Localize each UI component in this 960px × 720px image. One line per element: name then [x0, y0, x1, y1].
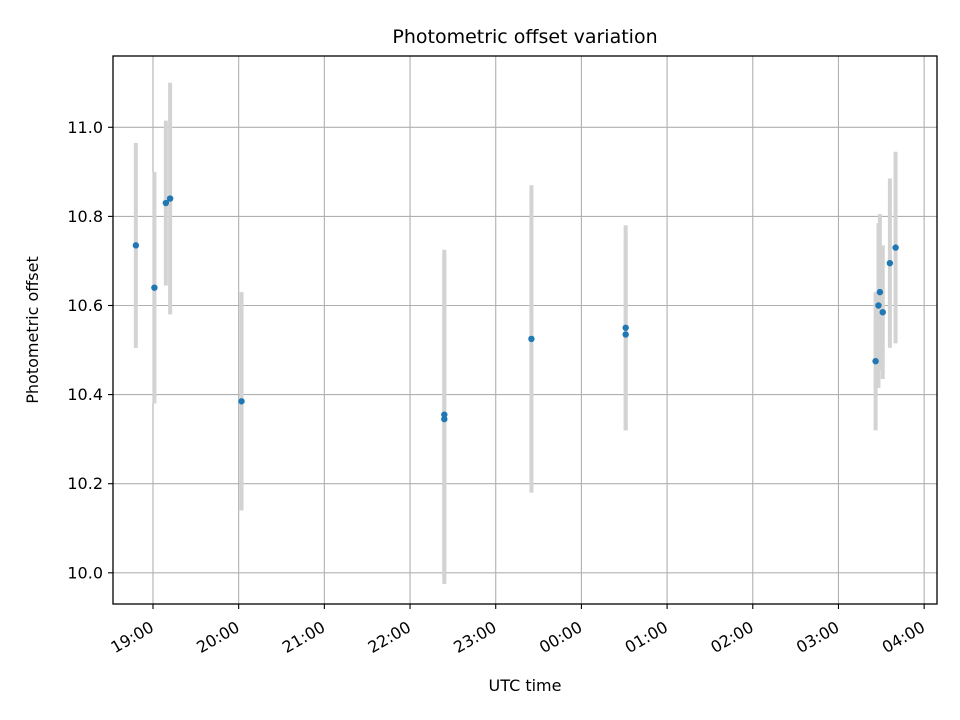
data-point: [132, 242, 140, 249]
y-axis-title: Photometric offset: [23, 256, 42, 404]
plot-frame: [112, 55, 938, 605]
data-point: [441, 411, 448, 418]
y-tick-label: 10.6: [67, 296, 103, 315]
x-tick-label: 04:00: [879, 617, 928, 657]
x-axis: 19:00 20:00 21:00 22:00 23:00 00:00 01:00 02:00…: [108, 604, 928, 657]
y-tick-label: 10.2: [67, 474, 103, 493]
y-tick-label: 10.0: [67, 563, 103, 582]
data-point: [622, 324, 629, 331]
x-tick-label: 19:00: [108, 617, 157, 657]
data-point: [872, 357, 879, 365]
data-point: [879, 308, 886, 316]
data-point: [441, 415, 448, 423]
data-point: [166, 195, 174, 202]
x-tick-label: 01:00: [622, 617, 671, 657]
data-point: [886, 259, 894, 267]
x-axis-title: UTC time: [489, 676, 562, 695]
data-point: [892, 244, 899, 251]
y-tick-label: 10.8: [67, 207, 103, 226]
x-tick-label: 03:00: [793, 617, 842, 657]
x-tick-label: 21:00: [279, 617, 328, 657]
x-tick-label: 00:00: [536, 617, 585, 657]
data-point: [622, 331, 629, 338]
y-axis: 10.0 10.2 10.4 10.6 10.8 11.0: [67, 118, 113, 582]
y-tick-label: 10.4: [67, 385, 103, 404]
data-point: [875, 302, 882, 309]
data-point: [528, 335, 535, 343]
data-point: [162, 199, 170, 207]
grid: [113, 56, 937, 604]
error-bars: [133, 82, 898, 584]
data-point: [151, 284, 158, 291]
data-point: [876, 288, 884, 296]
data-point: [238, 398, 245, 405]
x-tick-label: 22:00: [365, 617, 414, 657]
chart-title: Photometric offset variation: [392, 26, 657, 48]
x-tick-label: 02:00: [707, 617, 756, 657]
data-points: [132, 195, 899, 423]
y-tick-label: 11.0: [67, 118, 103, 137]
x-tick-label: 20:00: [193, 617, 242, 657]
x-tick-label: 23:00: [450, 617, 499, 657]
